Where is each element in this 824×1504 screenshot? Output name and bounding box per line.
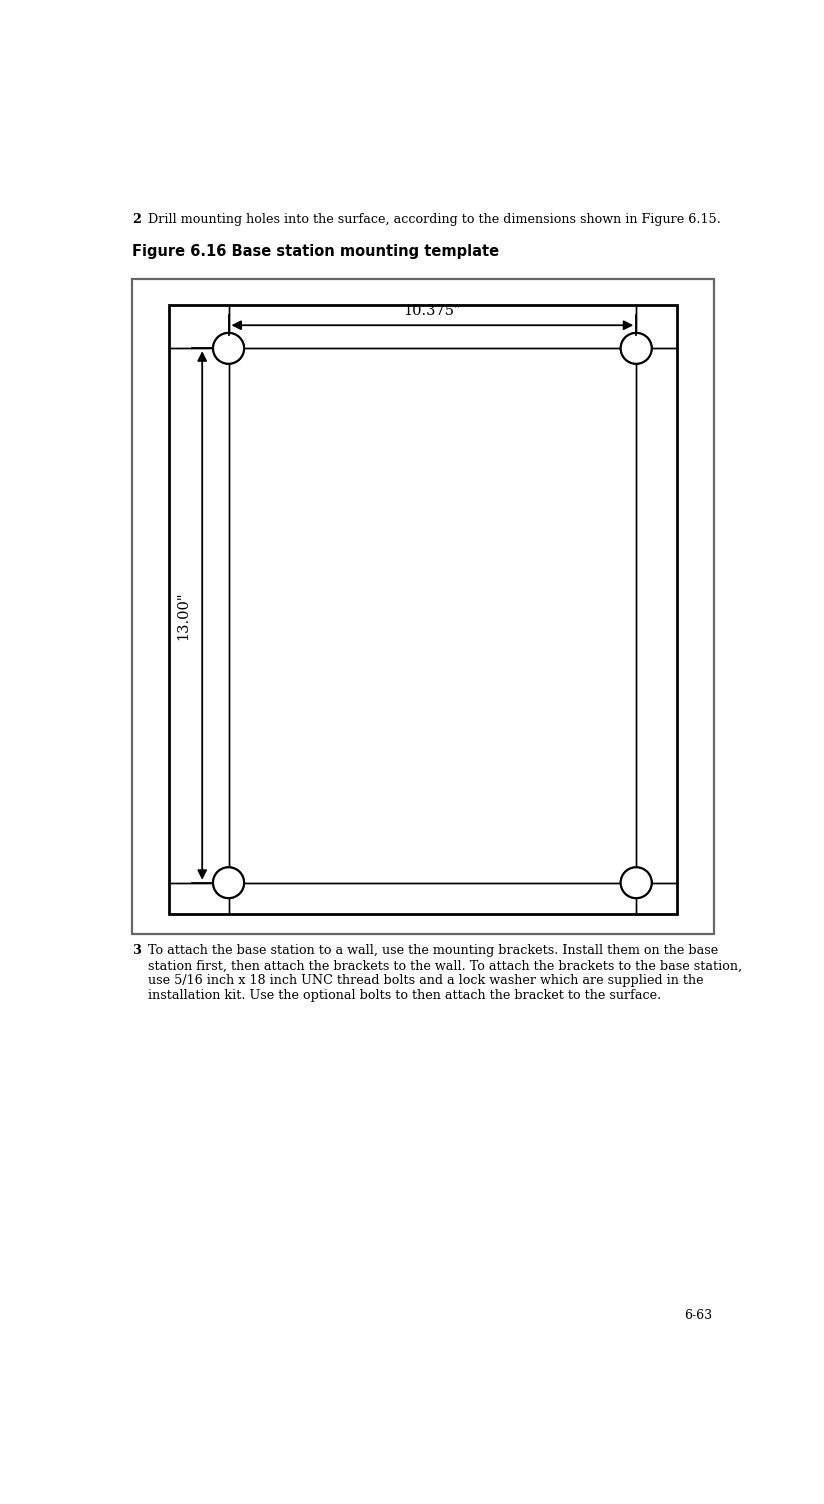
Text: Figure 6.16 Base station mounting template: Figure 6.16 Base station mounting templa… <box>133 244 499 259</box>
Circle shape <box>620 332 652 364</box>
Circle shape <box>620 868 652 898</box>
Text: 3: 3 <box>133 945 142 958</box>
Circle shape <box>213 332 244 364</box>
Text: 13.00": 13.00" <box>176 591 190 639</box>
Circle shape <box>620 332 652 364</box>
Text: To attach the base station to a wall, use the mounting brackets. Install them on: To attach the base station to a wall, us… <box>148 945 742 1002</box>
Circle shape <box>213 868 244 898</box>
Circle shape <box>213 868 244 898</box>
Text: 6-63: 6-63 <box>684 1308 712 1322</box>
Text: Drill mounting holes into the surface, according to the dimensions shown in Figu: Drill mounting holes into the surface, a… <box>148 214 721 226</box>
Circle shape <box>213 332 244 364</box>
Circle shape <box>620 868 652 898</box>
Bar <box>169 305 677 913</box>
Text: 10.375”: 10.375” <box>403 304 461 317</box>
Bar <box>133 280 714 934</box>
Text: 2: 2 <box>133 214 142 226</box>
